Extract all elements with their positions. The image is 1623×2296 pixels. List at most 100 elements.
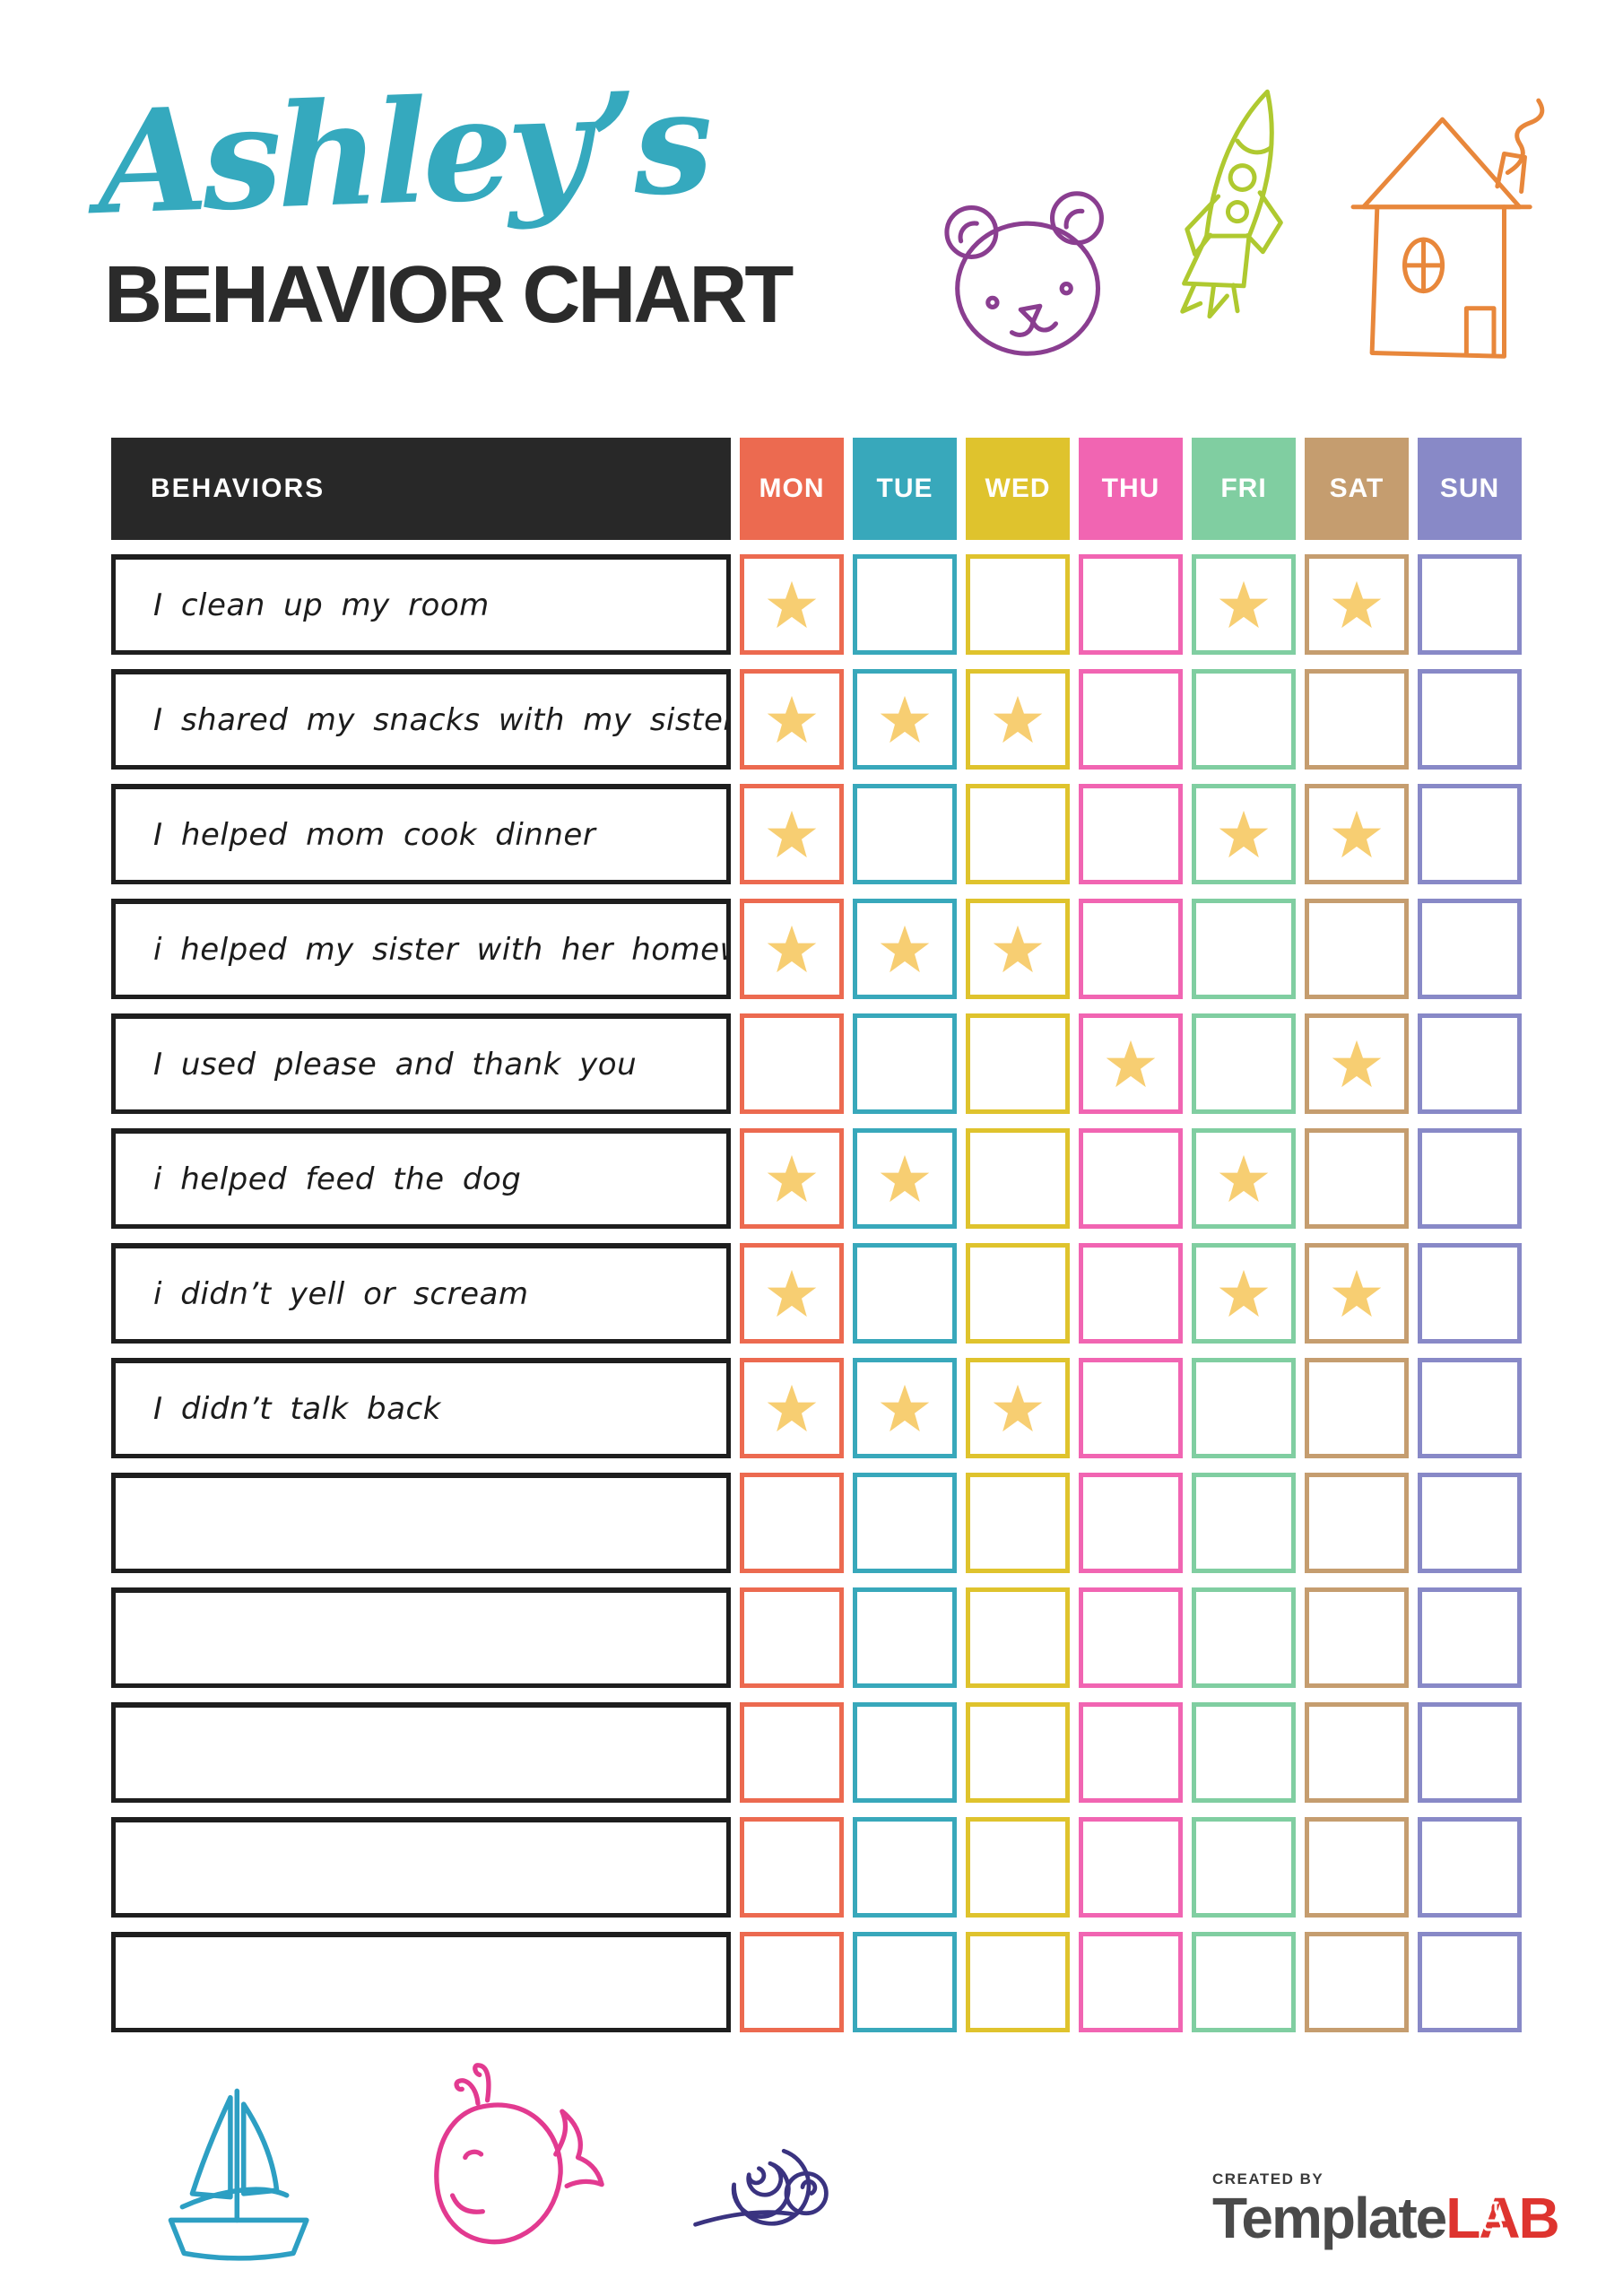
day-cell-tue[interactable] [853,1128,957,1229]
day-cell-tue[interactable] [853,784,957,884]
day-cell-mon[interactable] [740,1128,844,1229]
day-cell-mon[interactable] [740,1702,844,1803]
day-cell-mon[interactable] [740,784,844,884]
day-cell-tue[interactable] [853,1358,957,1458]
day-cell-fri[interactable] [1192,1243,1296,1344]
day-cell-tue[interactable] [853,1932,957,2032]
day-cell-thu[interactable] [1079,1358,1183,1458]
behavior-label: I didn’t talk back [111,1358,731,1458]
day-cell-mon[interactable] [740,1013,844,1114]
day-cell-fri[interactable] [1192,1817,1296,1918]
day-cell-fri[interactable] [1192,554,1296,655]
day-cell-sat[interactable] [1305,784,1409,884]
day-cell-mon[interactable] [740,1473,844,1573]
day-cell-fri[interactable] [1192,1932,1296,2032]
day-cell-sun[interactable] [1418,1013,1522,1114]
day-cell-sat[interactable] [1305,669,1409,770]
day-cell-wed[interactable] [966,1013,1070,1114]
day-cell-wed[interactable] [966,1358,1070,1458]
day-cell-sun[interactable] [1418,1587,1522,1688]
day-cell-sat[interactable] [1305,1817,1409,1918]
behavior-label[interactable] [111,1817,731,1918]
day-cell-sat[interactable] [1305,1243,1409,1344]
day-cell-wed[interactable] [966,1243,1070,1344]
day-cell-tue[interactable] [853,669,957,770]
day-cell-sun[interactable] [1418,554,1522,655]
day-cell-sun[interactable] [1418,1473,1522,1573]
day-cell-fri[interactable] [1192,899,1296,999]
day-cell-fri[interactable] [1192,1702,1296,1803]
day-cell-tue[interactable] [853,1243,957,1344]
day-cell-wed[interactable] [966,784,1070,884]
day-cell-wed[interactable] [966,1128,1070,1229]
day-cell-wed[interactable] [966,1702,1070,1803]
day-cell-wed[interactable] [966,899,1070,999]
day-cell-fri[interactable] [1192,1128,1296,1229]
behavior-label[interactable] [111,1702,731,1803]
day-cell-sat[interactable] [1305,1128,1409,1229]
day-cell-sat[interactable] [1305,1358,1409,1458]
day-cell-thu[interactable] [1079,899,1183,999]
day-cell-mon[interactable] [740,899,844,999]
day-cell-thu[interactable] [1079,1817,1183,1918]
day-cell-sun[interactable] [1418,669,1522,770]
day-cell-wed[interactable] [966,1932,1070,2032]
day-cell-thu[interactable] [1079,1587,1183,1688]
star-icon [880,695,930,744]
behavior-label[interactable] [111,1932,731,2032]
day-cell-sun[interactable] [1418,1702,1522,1803]
day-cell-fri[interactable] [1192,1587,1296,1688]
day-cell-sat[interactable] [1305,554,1409,655]
day-cell-fri[interactable] [1192,1013,1296,1114]
day-cell-wed[interactable] [966,1587,1070,1688]
star-icon [767,925,817,973]
day-cell-mon[interactable] [740,1817,844,1918]
behavior-label[interactable] [111,1587,731,1688]
day-cell-tue[interactable] [853,554,957,655]
day-cell-sat[interactable] [1305,1013,1409,1114]
day-cell-sun[interactable] [1418,1817,1522,1918]
day-cell-sat[interactable] [1305,899,1409,999]
day-cell-sat[interactable] [1305,1702,1409,1803]
day-cell-thu[interactable] [1079,1932,1183,2032]
day-cell-mon[interactable] [740,1243,844,1344]
day-cell-sun[interactable] [1418,1243,1522,1344]
day-cell-thu[interactable] [1079,1013,1183,1114]
day-cell-wed[interactable] [966,1473,1070,1573]
day-cell-tue[interactable] [853,1473,957,1573]
day-cell-wed[interactable] [966,669,1070,770]
day-cell-fri[interactable] [1192,1473,1296,1573]
day-cell-sat[interactable] [1305,1587,1409,1688]
day-cell-thu[interactable] [1079,784,1183,884]
day-cell-wed[interactable] [966,1817,1070,1918]
day-cell-thu[interactable] [1079,554,1183,655]
day-cell-mon[interactable] [740,554,844,655]
day-cell-thu[interactable] [1079,1243,1183,1344]
day-cell-mon[interactable] [740,1587,844,1688]
day-cell-wed[interactable] [966,554,1070,655]
day-cell-tue[interactable] [853,1702,957,1803]
day-cell-sun[interactable] [1418,1932,1522,2032]
day-cell-fri[interactable] [1192,784,1296,884]
day-cell-sat[interactable] [1305,1932,1409,2032]
day-cell-fri[interactable] [1192,669,1296,770]
day-cell-tue[interactable] [853,899,957,999]
day-cell-sun[interactable] [1418,1128,1522,1229]
day-cell-mon[interactable] [740,1358,844,1458]
rocket-icon [1180,89,1283,319]
behavior-label[interactable] [111,1473,731,1573]
day-cell-fri[interactable] [1192,1358,1296,1458]
day-cell-thu[interactable] [1079,1702,1183,1803]
day-cell-thu[interactable] [1079,1128,1183,1229]
day-cell-thu[interactable] [1079,669,1183,770]
day-cell-sun[interactable] [1418,1358,1522,1458]
day-cell-sun[interactable] [1418,784,1522,884]
day-cell-mon[interactable] [740,1932,844,2032]
day-cell-thu[interactable] [1079,1473,1183,1573]
day-cell-tue[interactable] [853,1013,957,1114]
day-cell-mon[interactable] [740,669,844,770]
day-cell-sun[interactable] [1418,899,1522,999]
day-cell-tue[interactable] [853,1587,957,1688]
day-cell-tue[interactable] [853,1817,957,1918]
day-cell-sat[interactable] [1305,1473,1409,1573]
